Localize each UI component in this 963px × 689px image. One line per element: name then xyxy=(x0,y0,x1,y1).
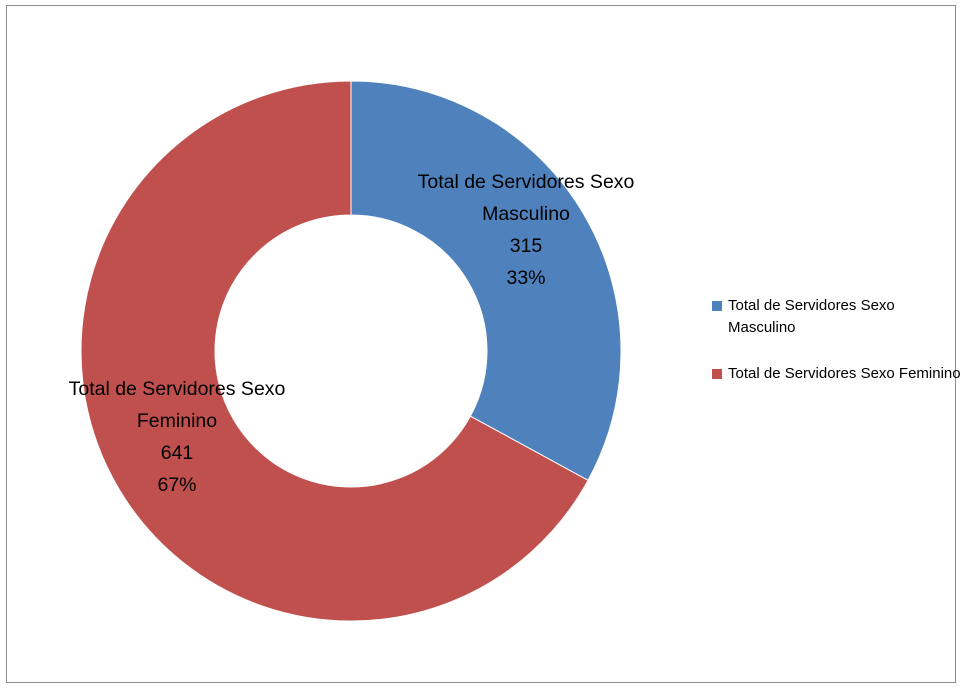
data-label-category: Total de Servidores Sexo Masculino xyxy=(417,171,635,225)
donut-slice-feminino xyxy=(80,80,589,622)
donut-slice-masculino xyxy=(350,80,622,482)
legend-item-masculino: Total de Servidores Sexo Masculino xyxy=(712,295,962,339)
legend-item-feminino: Total de Servidores Sexo Feminino xyxy=(712,363,962,385)
data-label-category: Total de Servidores Sexo Feminino xyxy=(68,378,286,432)
data-label-feminino: Total de Servidores Sexo Feminino 641 67… xyxy=(67,373,287,501)
legend-label: Total de Servidores Sexo Masculino xyxy=(728,297,895,336)
legend-label: Total de Servidores Sexo Feminino xyxy=(728,365,961,382)
chart-area: Total de Servidores Sexo Masculino 315 3… xyxy=(6,5,961,683)
legend-swatch-blue xyxy=(712,301,722,311)
legend-swatch-red xyxy=(712,369,722,379)
data-label-percent: 33% xyxy=(506,267,546,289)
data-label-value: 641 xyxy=(160,442,194,464)
legend: Total de Servidores Sexo Masculino Total… xyxy=(712,295,962,409)
data-label-masculino: Total de Servidores Sexo Masculino 315 3… xyxy=(416,166,636,294)
data-label-percent: 67% xyxy=(157,474,197,496)
donut-chart xyxy=(80,80,622,622)
data-label-value: 315 xyxy=(509,235,543,257)
